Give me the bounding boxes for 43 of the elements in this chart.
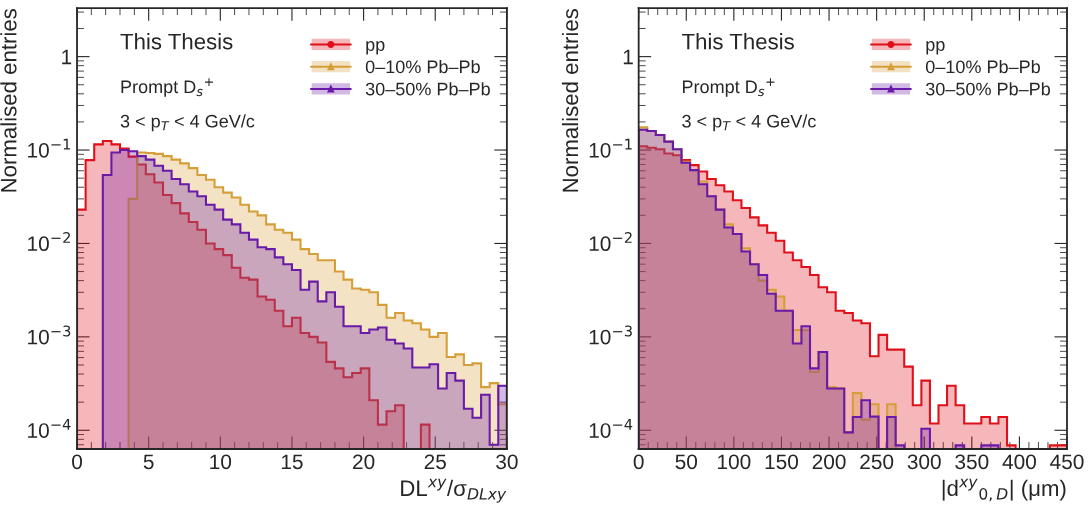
annotation: This Thesis (682, 33, 794, 50)
annotation: This Thesis (120, 33, 233, 50)
y-tick-label: 10$^{−1}$ (28, 138, 71, 158)
annotation: 3 < p$_{T}$ < 4 GeV/c (120, 114, 255, 132)
x-tick-label: 150 (765, 454, 799, 470)
x-tick-label: 50 (675, 454, 698, 470)
x-tick-label: 100 (718, 454, 751, 470)
annotation: 3 < p$_{T}$ < 4 GeV/c (682, 114, 816, 132)
y-tick-label: 10$^{−2}$ (28, 232, 70, 252)
legend-label: 0–10% Pb–Pb (925, 59, 1040, 74)
x-tick-label: 0 (72, 454, 82, 470)
legend-label: 30–50% Pb–Pb (365, 82, 490, 96)
y-tick-label: 10$^{−4}$ (589, 419, 633, 438)
y-tick-label: 1 (62, 49, 72, 65)
x-tick-label: 0 (633, 454, 644, 470)
x-tick-label: 200 (812, 454, 846, 470)
y-tick-label: 10$^{−3}$ (28, 325, 71, 345)
y-tick-label: 10$^{−3}$ (589, 325, 632, 345)
x-tick-label: 300 (907, 454, 941, 470)
annotation: Prompt D$_{s}$$^{+}$ (682, 78, 775, 97)
legend-label: pp (366, 41, 385, 55)
legend-label: 30–50% Pb–Pb (925, 82, 1050, 96)
x-axis-title: |d$^{xy}$$_{0,D}$| (μm) (942, 478, 1066, 502)
x-tick-label: 20 (353, 454, 375, 470)
y-tick-label: 10$^{−4}$ (28, 419, 71, 438)
legend-label: 0–10% Pb–Pb (365, 59, 480, 74)
x-tick-label: 400 (1002, 454, 1036, 470)
x-tick-label: 250 (860, 454, 894, 470)
x-tick-label: 350 (955, 454, 989, 470)
x-tick-label: 15 (281, 454, 303, 470)
x-tick-label: 30 (496, 454, 518, 470)
x-tick-label: 10 (210, 454, 232, 470)
y-tick-label: 10$^{−1}$ (589, 138, 632, 158)
legend-label: pp (926, 41, 945, 55)
y-axis-title: Normalised entries (0, 8, 17, 192)
x-tick-label: 25 (424, 454, 446, 470)
x-tick-label: 5 (143, 454, 154, 470)
annotation: Prompt D$_{s}$$^{+}$ (121, 78, 213, 97)
x-tick-label: 450 (1050, 454, 1084, 470)
x-axis-title: DL$^{xy}$/σ$_{DLxy}$ (401, 478, 507, 503)
y-tick-label: 1 (623, 49, 633, 65)
y-tick-label: 10$^{−2}$ (589, 232, 632, 252)
y-axis-title: Normalised entries (561, 8, 579, 192)
